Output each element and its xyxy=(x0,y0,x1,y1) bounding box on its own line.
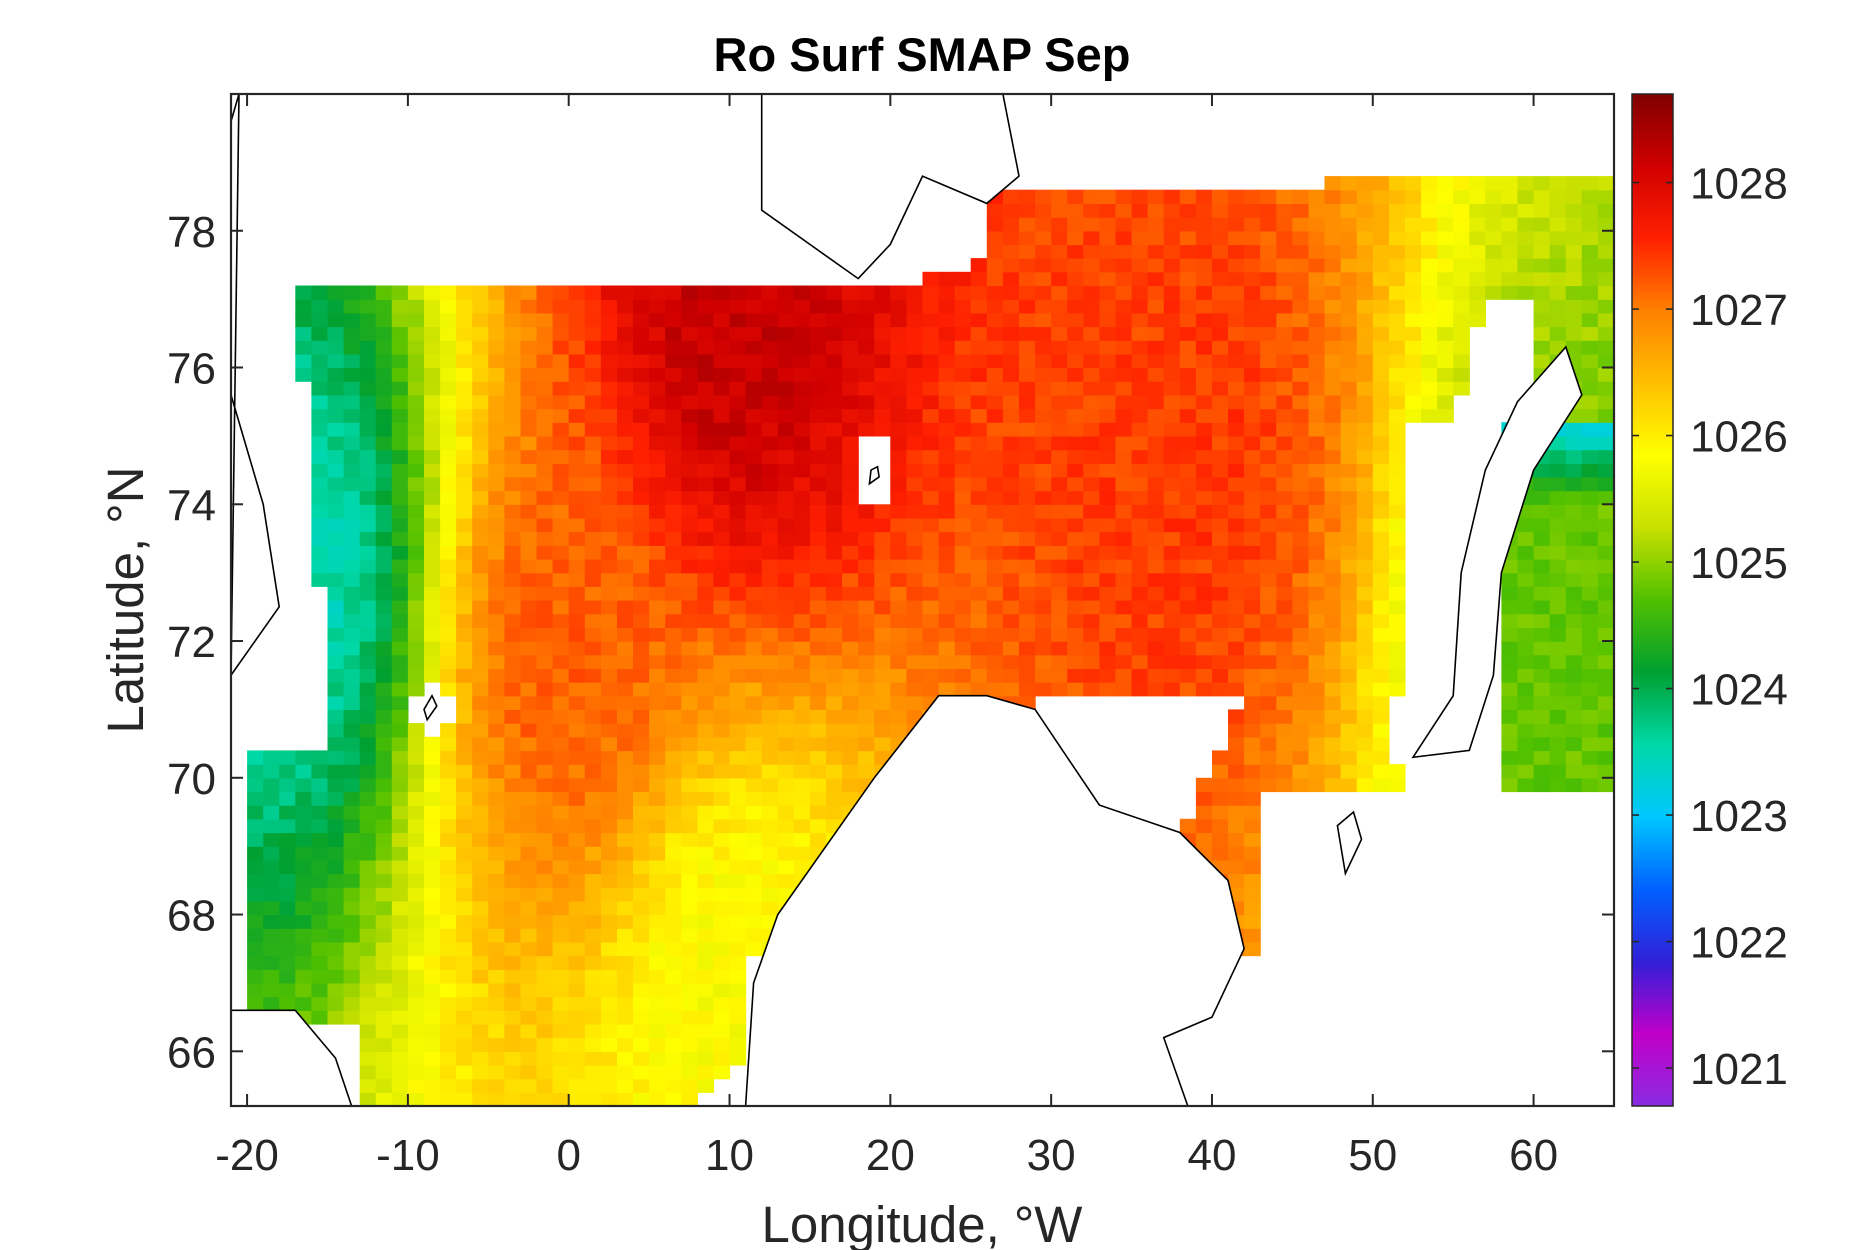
jan-mayen-coastline xyxy=(423,693,438,722)
colorbar xyxy=(1631,93,1674,1107)
x-tick-label: -20 xyxy=(215,1131,279,1180)
colorbar-tick-label: 1027 xyxy=(1690,286,1788,335)
y-tick-label: 74 xyxy=(167,481,216,530)
x-tick-label: 50 xyxy=(1348,1131,1397,1180)
chart-title: Ro Surf SMAP Sep xyxy=(714,28,1131,81)
colorbar-ticks: 1021 1022 1023 1024 1025 1026 1027 1028 xyxy=(1632,160,1788,1094)
x-tick-label: -10 xyxy=(376,1131,440,1180)
y-tick-label: 72 xyxy=(167,618,216,667)
y-tick-label: 78 xyxy=(167,208,216,257)
y-axis: 66 68 70 72 74 76 78 xyxy=(167,208,1614,1077)
x-tick-label: 60 xyxy=(1509,1131,1558,1180)
bear-island-coastline xyxy=(868,465,880,486)
colorbar-tick-label: 1021 xyxy=(1690,1045,1788,1094)
x-axis: -20 -10 0 10 20 30 40 50 60 xyxy=(215,94,1558,1180)
kolguev-island-coastline xyxy=(1336,810,1363,877)
colorbar-tick-label: 1028 xyxy=(1690,160,1788,209)
colorbar-tick-label: 1023 xyxy=(1690,792,1788,841)
y-tick-label: 68 xyxy=(167,892,216,941)
y-tick-label: 66 xyxy=(167,1028,216,1077)
land-masks xyxy=(231,94,1583,1106)
colorbar-tick-label: 1022 xyxy=(1690,919,1788,968)
x-tick-label: 0 xyxy=(556,1131,580,1180)
y-tick-label: 76 xyxy=(167,345,216,394)
x-tick-label: 30 xyxy=(1027,1131,1076,1180)
x-axis-label: Longitude, °W xyxy=(762,1196,1083,1250)
colorbar-tick-label: 1025 xyxy=(1690,539,1788,588)
x-tick-label: 40 xyxy=(1187,1131,1236,1180)
density-field xyxy=(231,176,1614,1106)
x-tick-label: 20 xyxy=(866,1131,915,1180)
svalbard-coastline xyxy=(760,94,1020,280)
plot-frame xyxy=(229,92,1616,1108)
iceland-coastline xyxy=(231,1009,353,1106)
norway-kola-coastline xyxy=(744,694,1245,1106)
x-tick-label: 10 xyxy=(705,1131,754,1180)
colorbar-tick-label: 1026 xyxy=(1690,413,1788,462)
colorbar-tick-label: 1024 xyxy=(1690,666,1788,715)
greenland-coastline xyxy=(231,94,281,677)
novaya-zemlya-coastline xyxy=(1411,345,1583,759)
y-tick-label: 70 xyxy=(167,755,216,804)
y-axis-label: Latitude, °N xyxy=(97,466,154,733)
